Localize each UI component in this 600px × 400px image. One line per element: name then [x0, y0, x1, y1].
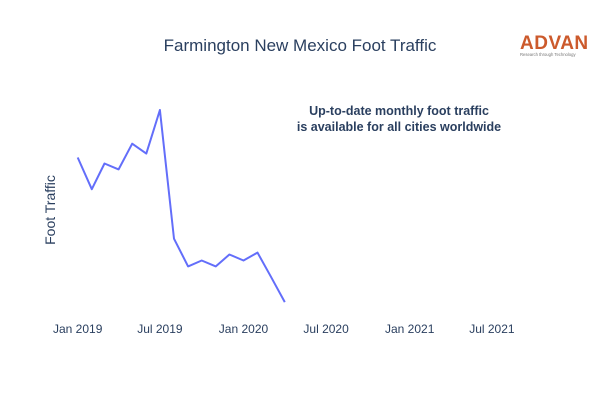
x-tick-label: Jul 2020	[303, 322, 349, 336]
x-tick-label: Jan 2019	[53, 322, 103, 336]
logo-tagline: Research through Technology	[520, 52, 576, 57]
annotation-line-2: is available for all cities worldwide	[297, 120, 501, 134]
x-tick-label: Jan 2020	[219, 322, 269, 336]
x-tick-label: Jul 2019	[137, 322, 183, 336]
x-axis-ticks: Jan 2019 Jul 2019 Jan 2020 Jul 2020 Jan 2021…	[53, 322, 515, 336]
x-tick-label: Jul 2021	[469, 322, 515, 336]
plot-series	[76, 109, 286, 303]
chart-title: Farmington New Mexico Foot Traffic	[164, 36, 437, 55]
advan-logo: ADVAN Research through Technology	[520, 33, 589, 57]
logo-wordmark: ADVAN	[520, 33, 589, 54]
y-axis-label: Foot Traffic	[42, 175, 58, 245]
series-line	[76, 109, 286, 303]
annotation-line-1: Up-to-date monthly foot traffic	[309, 104, 489, 118]
x-tick-label: Jan 2021	[385, 322, 435, 336]
